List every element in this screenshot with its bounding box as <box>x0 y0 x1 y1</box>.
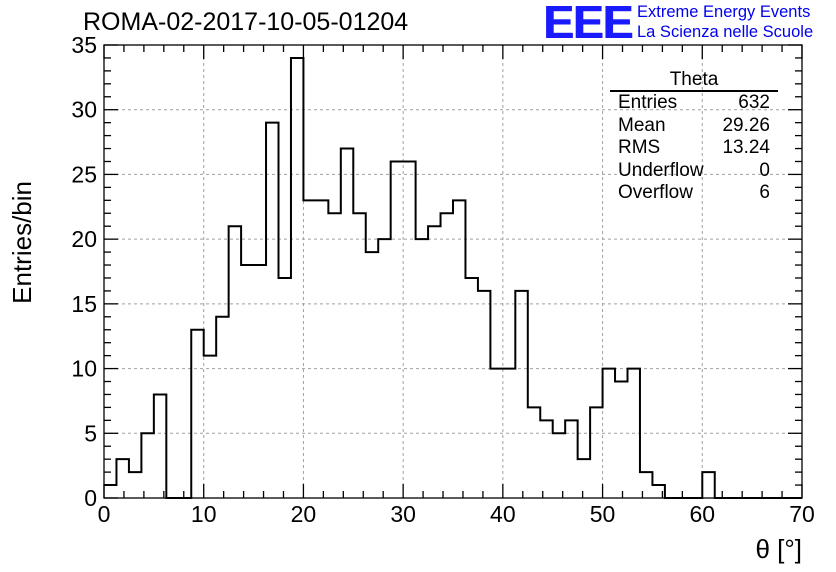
stat-value: 0 <box>759 159 770 181</box>
histogram-bin <box>291 58 303 498</box>
histogram-bin <box>391 161 403 498</box>
stat-value: 6 <box>759 182 770 203</box>
histogram-bin <box>578 459 590 498</box>
eee-logo: EEE Extreme Energy Events La Scienza nel… <box>540 0 830 48</box>
y-tick-label: 5 <box>84 420 97 446</box>
y-tick-label: 25 <box>71 161 97 187</box>
x-tick-label: 20 <box>291 501 317 527</box>
histogram-bin <box>254 265 266 498</box>
histogram-bin <box>590 407 602 498</box>
axis-ticks <box>103 44 803 499</box>
stats-box: Theta Entries 632 Mean 29.26 RMS 13.24 U… <box>610 70 778 205</box>
histogram-bin <box>328 213 340 498</box>
stat-row-rms: RMS 13.24 <box>610 137 778 160</box>
histogram-bin <box>478 291 490 498</box>
histogram-bin <box>341 149 353 498</box>
logo-line-2: La Scienza nelle Scuole <box>637 23 814 41</box>
stat-label: Overflow <box>618 182 693 203</box>
eee-logo-mark: EEE <box>543 0 633 48</box>
x-tick-label: 60 <box>689 501 715 527</box>
histogram-bin <box>515 291 527 498</box>
histogram-bin <box>465 278 477 498</box>
histogram-bin <box>266 123 278 498</box>
histogram-bin <box>565 420 577 498</box>
histogram-bin <box>702 472 714 498</box>
histogram-bin <box>553 433 565 498</box>
histogram-bin <box>441 213 453 498</box>
stats-title: Theta <box>610 70 778 92</box>
y-tick-label: 10 <box>71 356 97 382</box>
histogram-bin <box>453 200 465 498</box>
histogram-bin <box>303 200 315 498</box>
histogram-bin <box>204 356 216 498</box>
x-axis-label: θ [°] <box>755 534 802 564</box>
y-tick-label: 35 <box>71 32 97 58</box>
x-tick-label: 50 <box>590 501 616 527</box>
histogram-bin <box>428 226 440 498</box>
histogram-bin <box>191 330 203 498</box>
x-tick-label: 30 <box>390 501 416 527</box>
stat-row-underflow: Underflow 0 <box>610 160 778 183</box>
histogram-bin <box>229 226 241 498</box>
y-tick-label: 0 <box>84 485 97 511</box>
histogram-bin <box>129 472 141 498</box>
histogram-bin <box>154 394 166 498</box>
x-tick-label: 40 <box>490 501 516 527</box>
y-tick-label: 20 <box>71 226 97 252</box>
histogram-bin <box>403 161 415 498</box>
stat-row-mean: Mean 29.26 <box>610 115 778 138</box>
histogram-outline <box>104 56 802 499</box>
stat-value: 29.26 <box>722 114 770 136</box>
run-title: ROMA-02-2017-10-05-01204 <box>83 8 409 36</box>
histogram-bin <box>528 407 540 498</box>
y-tick-label: 30 <box>71 97 97 123</box>
histogram-series <box>104 56 802 499</box>
plot-frame <box>103 44 803 499</box>
x-tick-label: 10 <box>191 501 217 527</box>
histogram-bin <box>316 200 328 498</box>
histogram-bin <box>279 278 291 498</box>
histogram-bin <box>104 485 116 498</box>
grid-lines <box>104 45 802 498</box>
stat-row-entries: Entries 632 <box>610 92 778 115</box>
stat-label: Underflow <box>618 159 704 181</box>
plot-frame-rect <box>103 44 803 499</box>
histogram-bin <box>540 420 552 498</box>
stat-row-overflow: Overflow 6 <box>610 182 778 205</box>
x-tick-label: 0 <box>98 501 111 527</box>
histogram-bin <box>116 459 128 498</box>
histogram-bin <box>353 213 365 498</box>
histogram-bin <box>216 317 228 498</box>
histogram-bin <box>615 382 627 498</box>
stat-label: RMS <box>618 137 661 158</box>
histogram-bin <box>141 433 153 498</box>
x-tick-label: 70 <box>789 501 815 527</box>
y-axis-label: Entries/bin <box>7 181 37 304</box>
y-tick-label: 15 <box>71 291 97 317</box>
stat-label: Entries <box>618 92 678 113</box>
stat-value: 13.24 <box>722 137 770 158</box>
stat-value: 632 <box>738 92 770 113</box>
stat-label: Mean <box>618 114 666 136</box>
histogram-bin <box>366 252 378 498</box>
histogram-bin <box>241 265 253 498</box>
logo-line-1: Extreme Energy Events <box>637 3 811 21</box>
